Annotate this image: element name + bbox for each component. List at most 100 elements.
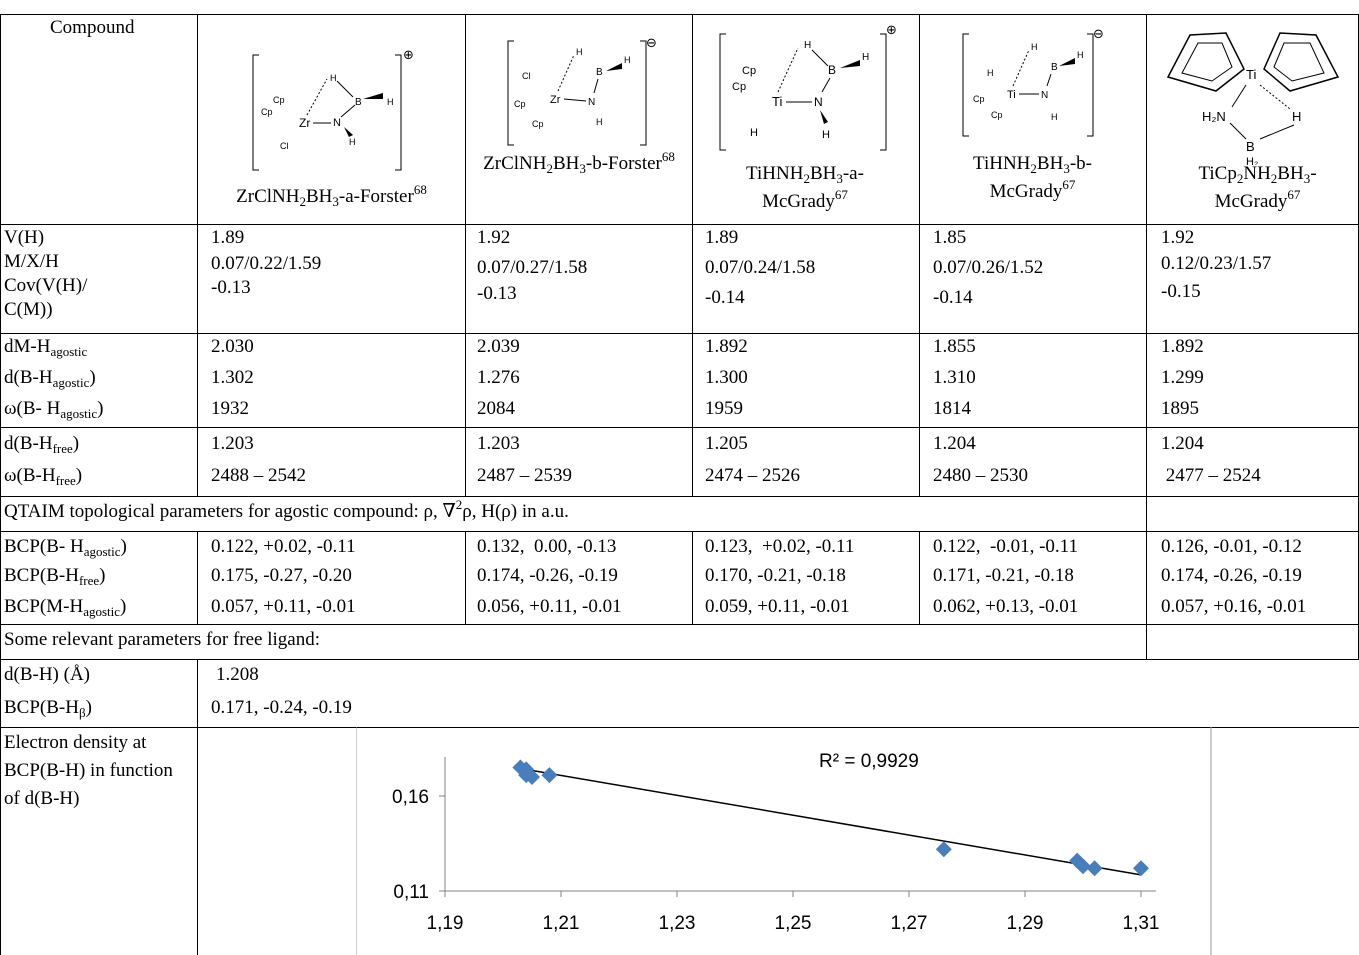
value-cell: 1932 [211,398,249,419]
atom-label: H [822,129,830,141]
atom-label: Cp [261,107,273,117]
value-cell: 0.126, -0.01, -0.12 [1161,536,1302,557]
compound-name: TiHNH2BH3-a-McGrady67 [746,163,864,212]
value-cell: 2487 – 2539 [477,465,572,486]
atom-label: B [1051,62,1058,73]
atom-label: Ti [1246,67,1256,82]
value-cell: -0.14 [705,287,745,308]
rule [0,624,1359,625]
atom-label: B [1246,139,1255,154]
value-cell: 1959 [705,398,743,419]
atom-label: H [387,97,394,107]
rule [0,14,1359,15]
structure-tih-a: ⊕ Cp Cp Ti H H B N H H [719,23,897,151]
value-cell: 2477 – 2524 [1161,465,1261,486]
row-label: BCP(B- Hagostic) [4,536,127,559]
value-cell: 1.89 [705,227,739,248]
compound-name: TiCp2NH2BH3-McGrady67 [1198,163,1317,212]
compound-header: Compound [50,17,135,38]
row-label: dM-Hagostic [4,336,88,359]
value-cell: 1.300 [705,367,748,388]
data-point [1075,858,1091,875]
value-cell: 0.175, -0.27, -0.20 [211,565,352,586]
row-label: d(B-Hagostic) [4,367,96,390]
value-cell: 2084 [477,398,515,419]
value-cell: -0.13 [211,277,251,298]
value-cell: 0.056, +0.11, -0.01 [477,596,622,617]
y-tick-label: 0,16 [392,787,429,808]
value-cell: 1.310 [933,367,976,388]
value-cell: 2.030 [211,336,254,357]
charge-symbol: ⊕ [403,48,414,63]
atom-label: Cp [732,81,746,93]
atom-label: Ti [772,94,782,109]
row-label: BCP(M-Hagostic) [4,596,127,619]
value-cell: 1.205 [705,433,748,454]
row-label: ω(B-Hfree) [4,465,83,488]
atom-label: N [1041,90,1048,101]
atom-label: H₂N [1202,109,1226,124]
atom-label: H₂ [1246,156,1258,165]
value-cell: 0.07/0.26/1.52 [933,257,1044,278]
row-label: BCP(B-Hβ) [4,697,92,720]
atom-label: Cp [991,110,1003,120]
atom-label: Cl [522,71,531,81]
x-tick-label: 1,23 [659,913,696,934]
value-cell: 1.855 [933,336,976,357]
atom-label: Cp [973,94,985,104]
rule [1146,14,1147,659]
atom-label: H [1292,109,1301,124]
rule [0,14,1,955]
atom-label: Cl [280,141,289,151]
charge-symbol: ⊖ [1093,28,1104,42]
value-cell: 1.89 [211,227,245,248]
data-point [935,841,952,858]
rule [692,14,693,496]
charge-symbol: ⊕ [886,23,897,38]
rule [0,727,1359,728]
scatter-chart: 0,11 0,16 1,19 1,21 1,23 1,25 1,27 1,29 1,31 R² =… [356,727,1212,955]
row-label: Electron density at BCP(B-H) in function… [4,732,173,809]
value-cell: 1.892 [705,336,748,357]
r-squared-annotation: R² = 0,9929 [819,751,919,772]
value-cell: 1.276 [477,367,520,388]
atom-label: H [576,47,583,57]
value-cell: -0.14 [933,287,973,308]
value-cell: 0.07/0.22/1.59 [211,253,322,274]
value-cell: 0.07/0.24/1.58 [705,257,816,278]
value-cell: 0.062, +0.13, -0.01 [933,596,1079,617]
section-heading: Some relevant parameters for free ligand… [4,629,320,650]
data-point [541,767,558,784]
rule [0,659,1359,660]
value-cell: 0.12/0.23/1.57 [1161,253,1272,274]
value-cell: 0.122, -0.01, -0.11 [933,536,1078,557]
value-cell: 0.07/0.27/1.58 [477,257,588,278]
row-label: ω(B- Hagostic) [4,398,104,421]
section-heading: QTAIM topological parameters for agostic… [4,497,569,522]
rule [0,531,1359,532]
value-cell: 0.170, -0.21, -0.18 [705,565,846,586]
atom-label: H [349,137,356,147]
atom-label: Cp [532,119,544,129]
rule [465,14,466,496]
structure-zrcl-a: ⊕ Cp Cp Zr Cl H B N H H [252,48,414,171]
value-cell: 1.204 [933,433,976,454]
value-cell: 1.92 [477,227,511,248]
atom-label: B [355,97,362,108]
value-cell: 0.123, +0.02, -0.11 [705,536,855,557]
value-cell: 1895 [1161,398,1199,419]
atom-label: N [333,117,341,129]
value-cell: 1.892 [1161,336,1204,357]
compound-name: ZrClNH2BH3-b-Forster68 [483,149,675,176]
rule [197,14,198,496]
compound-name: TiHNH2BH3-b-McGrady67 [973,153,1092,202]
atom-label: B [828,63,836,77]
value-cell: 1.302 [211,367,254,388]
rule [0,427,1359,428]
atom-label: N [814,95,823,109]
atom-label: H [987,68,994,78]
structure-ticp2: Ti H₂N H B H₂ [1166,32,1340,165]
data-point [518,767,535,784]
atom-label: B [596,67,603,78]
